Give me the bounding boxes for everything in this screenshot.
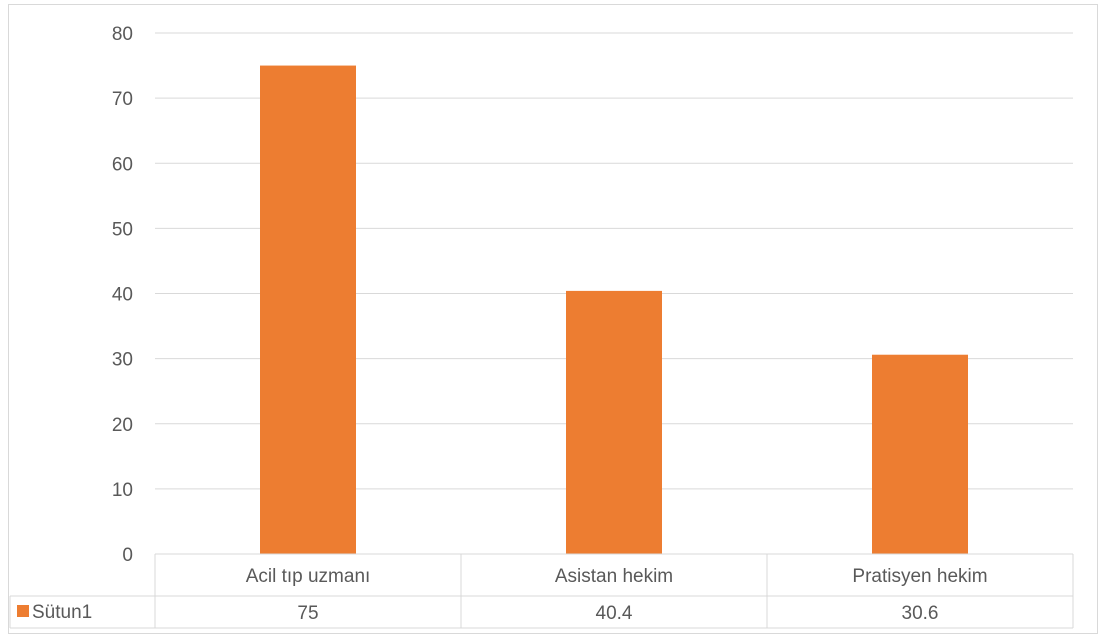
- bars: [260, 65, 968, 554]
- y-tick-label: 60: [112, 154, 133, 175]
- legend-swatch: [17, 605, 29, 617]
- y-tick-label: 30: [112, 350, 133, 371]
- y-tick-label: 40: [112, 285, 133, 306]
- bar: [566, 290, 662, 554]
- category-label: Acil tıp uzmanı: [246, 566, 371, 587]
- y-tick-label: 20: [112, 415, 133, 436]
- y-tick-label: 70: [112, 89, 133, 110]
- data-table: Acil tıp uzmanı Asistan hekim Pratisyen he…: [9, 553, 1074, 629]
- y-tick-label: 10: [112, 480, 133, 501]
- y-tick-label: 80: [112, 24, 133, 45]
- data-table-value: 75: [297, 603, 318, 624]
- bar: [872, 354, 968, 554]
- y-axis-ticks: 0 10 20 30 40 50 60 70 80: [112, 24, 133, 566]
- category-label: Pratisyen hekim: [852, 566, 987, 587]
- series-label: Sütun1: [32, 602, 92, 623]
- data-table-value: 30.6: [902, 603, 939, 624]
- data-table-value: 40.4: [596, 603, 633, 624]
- bar: [260, 65, 356, 554]
- category-label: Asistan hekim: [555, 566, 673, 587]
- y-tick-label: 50: [112, 219, 133, 240]
- y-tick-label: 0: [122, 545, 133, 566]
